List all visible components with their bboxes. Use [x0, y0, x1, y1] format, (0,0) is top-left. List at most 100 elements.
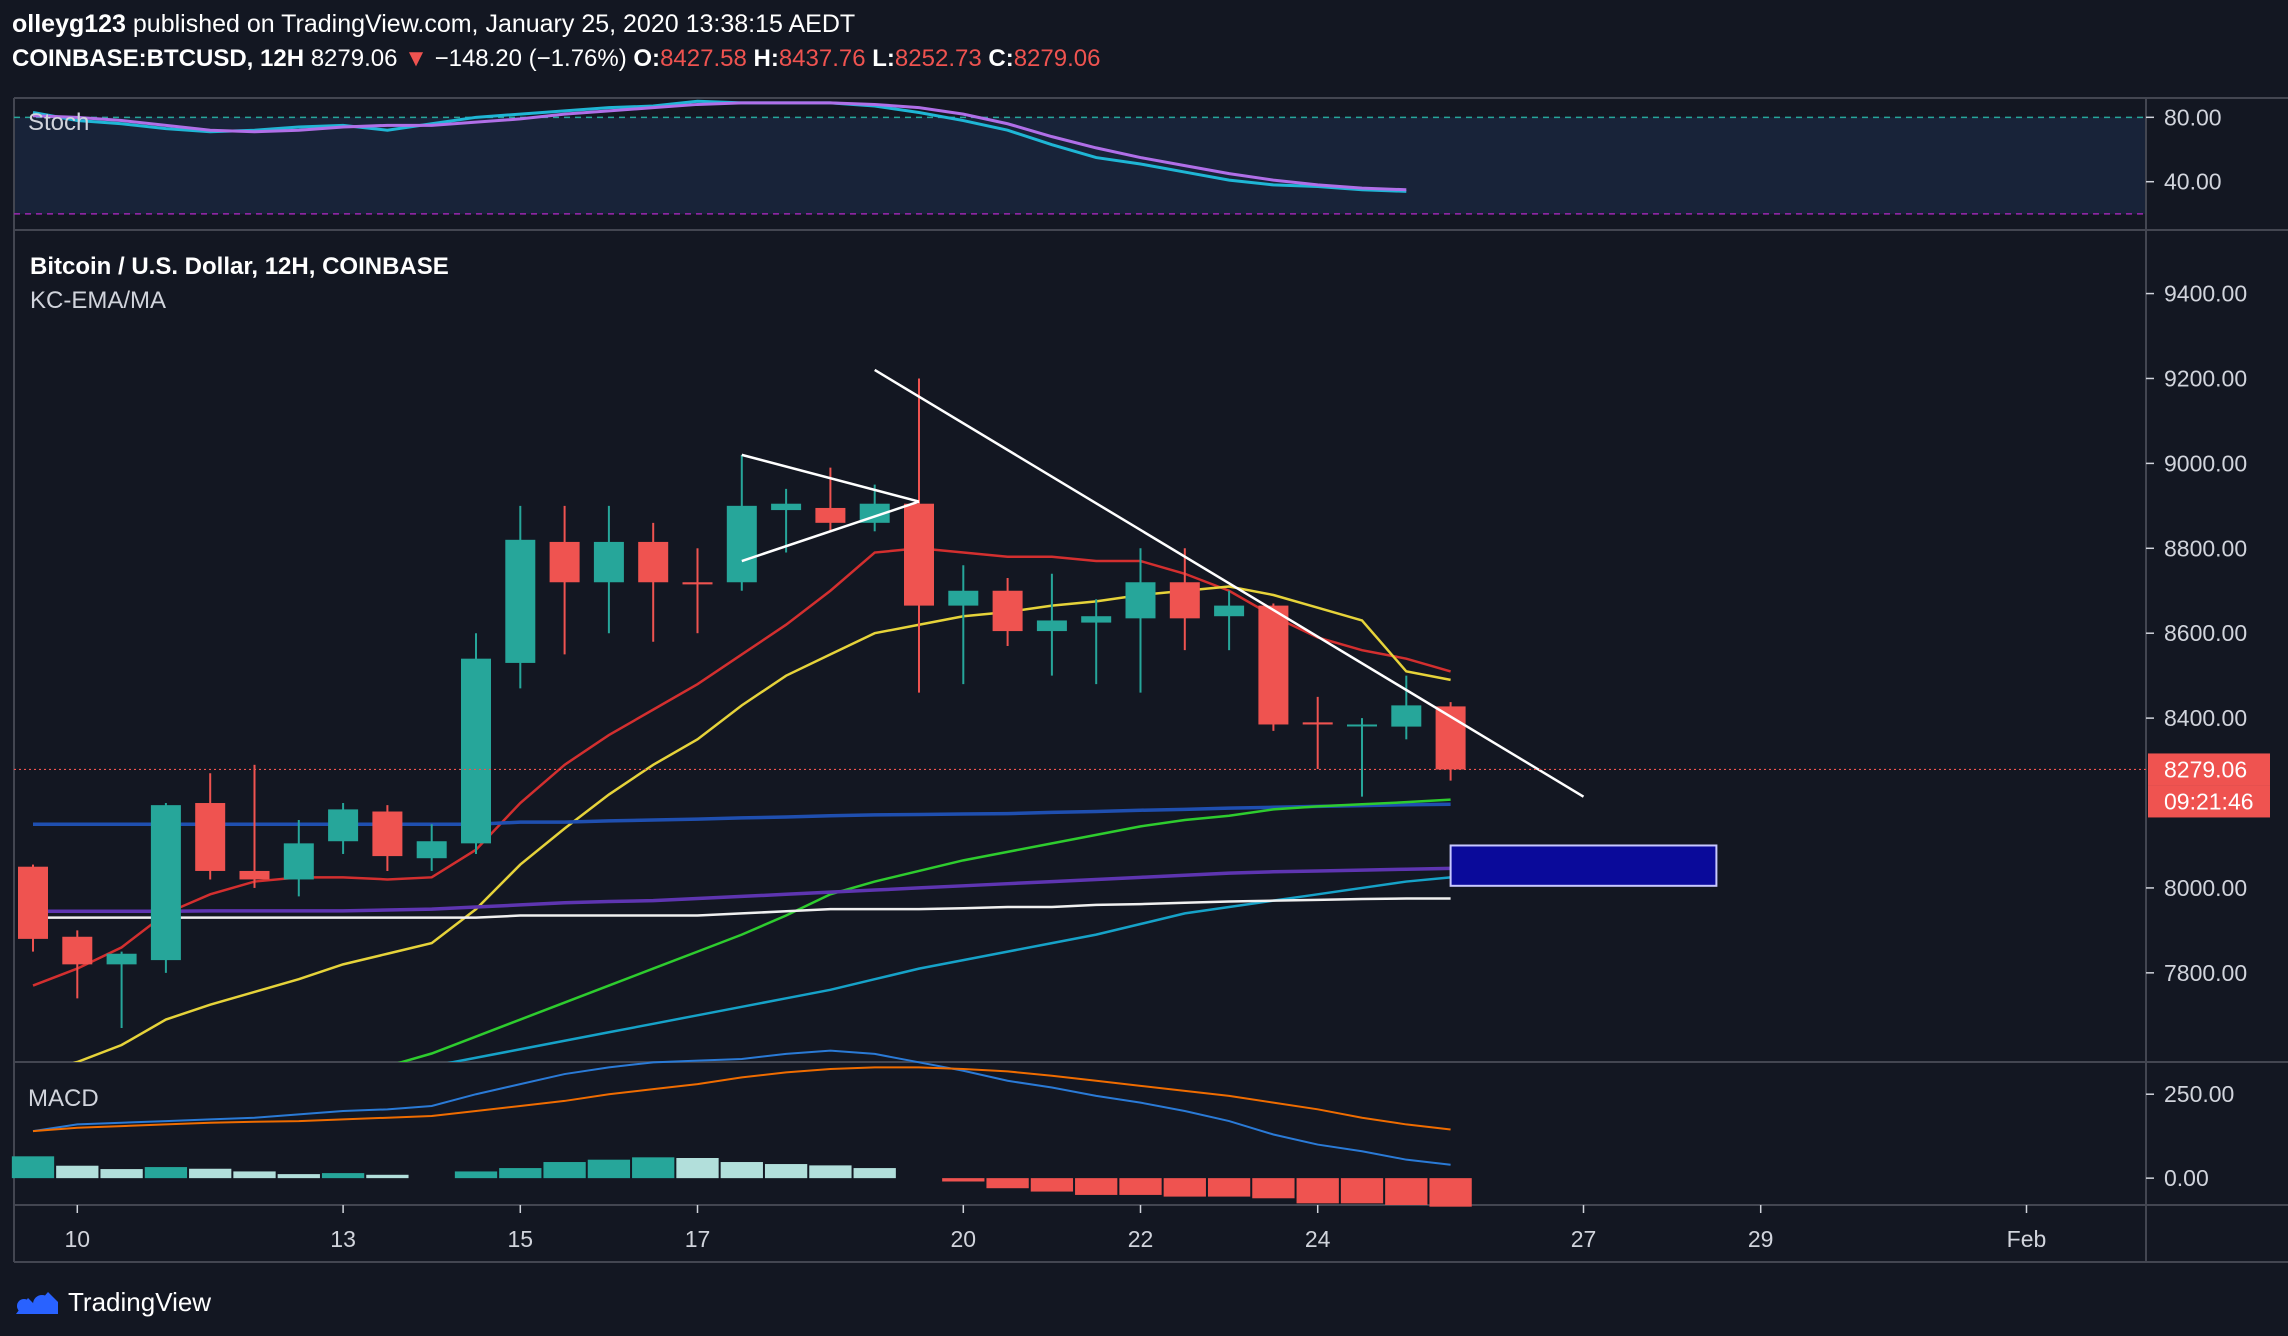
- candle[interactable]: [1081, 599, 1112, 685]
- overlay-ema_red: [32, 547, 1451, 987]
- candle[interactable]: [239, 764, 270, 888]
- macd-tick-label: 250.00: [2164, 1081, 2234, 1107]
- candle[interactable]: [1169, 548, 1200, 651]
- candle[interactable]: [549, 505, 580, 655]
- stoch-k-line: [32, 99, 1407, 193]
- candle[interactable]: [992, 578, 1023, 646]
- publish-line: olleyg123 published on TradingView.com, …: [12, 6, 2282, 42]
- candle[interactable]: [283, 820, 314, 897]
- time-tick-label: 27: [1571, 1226, 1597, 1252]
- time-tick-label: 17: [685, 1226, 711, 1252]
- macd-histogram-bar: [277, 1174, 320, 1179]
- time-tick-label: 20: [951, 1226, 977, 1252]
- last-price: 8279.06: [310, 45, 398, 72]
- macd-histogram-bar: [720, 1162, 763, 1179]
- price-tick-label: 8400.00: [2164, 705, 2247, 731]
- macd-histogram-bar: [1296, 1178, 1339, 1204]
- candle[interactable]: [904, 378, 934, 693]
- price-tick-label: 7800.00: [2164, 960, 2247, 986]
- macd-tick-label: 0.00: [2164, 1165, 2209, 1191]
- candle[interactable]: [638, 522, 669, 642]
- macd-title: MACD: [28, 1085, 99, 1112]
- macd-histogram-bar: [676, 1158, 719, 1179]
- macd-signal-line: [32, 1066, 1451, 1133]
- candle[interactable]: [1258, 603, 1289, 731]
- candle[interactable]: [682, 548, 713, 634]
- candle[interactable]: [948, 565, 979, 685]
- trendline[interactable]: [874, 368, 1585, 798]
- macd-histogram-bar: [632, 1157, 675, 1179]
- candle[interactable]: [593, 505, 624, 634]
- high-label: H:: [753, 45, 779, 72]
- stoch-pane[interactable]: Stoch 80.00 40.00: [14, 99, 2222, 215]
- published-text: published on TradingView.com, January 25…: [132, 10, 856, 38]
- stoch-tick-label: 40.00: [2164, 169, 2222, 195]
- macd-histogram-bar: [56, 1165, 99, 1179]
- time-tick-label: 15: [508, 1226, 534, 1252]
- macd-histogram-bar: [499, 1168, 542, 1179]
- candle[interactable]: [1302, 696, 1333, 770]
- symbol-label[interactable]: COINBASE:BTCUSD, 12H: [12, 45, 305, 72]
- stoch-d-line: [32, 101, 1407, 192]
- time-tick-label: 29: [1748, 1226, 1774, 1252]
- macd-histogram-bar: [366, 1174, 409, 1179]
- stoch-title: Stoch: [28, 109, 89, 136]
- candle[interactable]: [62, 930, 93, 999]
- macd-histogram-bar: [1429, 1178, 1472, 1207]
- candle[interactable]: [1214, 590, 1245, 651]
- candle[interactable]: [726, 454, 757, 591]
- macd-histogram-bar: [321, 1173, 365, 1179]
- macd-histogram-bar: [1207, 1178, 1251, 1197]
- brand-name[interactable]: TradingView: [68, 1286, 212, 1317]
- time-tick-label: 10: [65, 1226, 91, 1252]
- candle[interactable]: [505, 505, 536, 689]
- open-value: 8427.58: [660, 45, 747, 72]
- candle[interactable]: [1391, 675, 1422, 740]
- macd-histogram-bar: [1252, 1178, 1295, 1199]
- macd-pane[interactable]: MACD 250.00 0.00: [11, 1049, 2235, 1207]
- macd-histogram-bar: [543, 1162, 586, 1179]
- macd-histogram-bar: [942, 1178, 985, 1182]
- macd-histogram-bar: [233, 1171, 276, 1179]
- candle[interactable]: [106, 951, 137, 1029]
- last-price-badge: [2148, 753, 2270, 786]
- triangle_lower[interactable]: [741, 500, 920, 563]
- price-tick-label: 9200.00: [2164, 365, 2247, 391]
- close-value: 8279.06: [1013, 45, 1101, 72]
- candle[interactable]: [195, 773, 226, 880]
- open-label: O:: [633, 45, 661, 72]
- macd-histogram-bar: [587, 1159, 631, 1179]
- overlay-ma_teal: [447, 876, 1451, 1062]
- author-name[interactable]: olleyg123: [12, 10, 126, 38]
- candle[interactable]: [771, 488, 802, 553]
- candle[interactable]: [461, 633, 491, 854]
- price-pane[interactable]: Bitcoin / U.S. Dollar, 12H, COINBASE KC-E…: [14, 253, 2270, 1143]
- candle[interactable]: [150, 803, 181, 973]
- candle[interactable]: [372, 805, 403, 871]
- macd-macd-line: [32, 1049, 1451, 1166]
- time-tick-label: 22: [1128, 1226, 1154, 1252]
- macd-histogram-bar: [853, 1168, 896, 1179]
- candle[interactable]: [416, 824, 447, 871]
- macd-histogram-bar: [1030, 1178, 1074, 1192]
- candle[interactable]: [1435, 702, 1466, 781]
- macd-histogram-bar: [454, 1171, 498, 1179]
- stoch-band: [15, 117, 2145, 214]
- last-price-badge-label: 8279.06: [2164, 756, 2247, 782]
- macd-histogram-bar: [144, 1167, 188, 1179]
- tradingview-logo-icon[interactable]: [12, 1286, 60, 1318]
- price-tick-label: 8800.00: [2164, 535, 2247, 561]
- candle[interactable]: [1036, 573, 1067, 676]
- change-value: −148.20 (−1.76%): [434, 45, 627, 72]
- candle[interactable]: [1347, 718, 1377, 797]
- candle[interactable]: [1125, 548, 1156, 693]
- candle[interactable]: [328, 803, 359, 854]
- countdown-badge: [2148, 785, 2270, 818]
- candle[interactable]: [18, 864, 48, 952]
- target-box[interactable]: [1449, 844, 1718, 887]
- overlay-ma_blue: [33, 802, 1451, 827]
- triangle_upper[interactable]: [741, 453, 920, 503]
- price-tick-label: 8000.00: [2164, 875, 2247, 901]
- macd-histogram-bar: [764, 1164, 808, 1179]
